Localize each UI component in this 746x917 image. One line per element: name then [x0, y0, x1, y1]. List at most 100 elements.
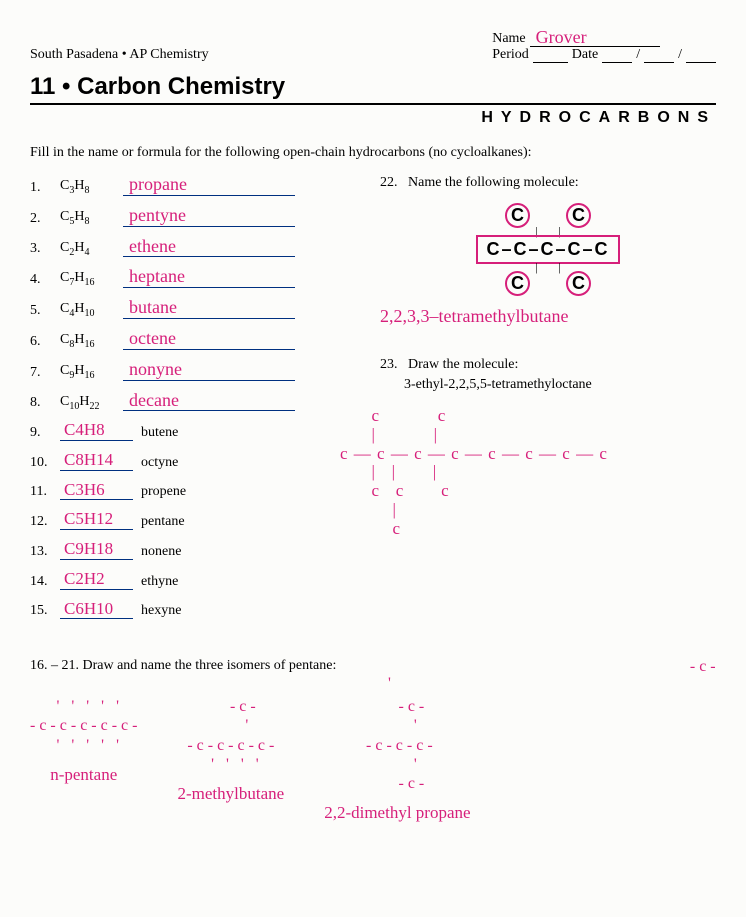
answer-formula: C8H14	[60, 451, 133, 471]
q-num: 4.	[30, 272, 52, 288]
q-formula: C8H16	[60, 332, 115, 350]
isomer-structure: - c - ' - c - c - c - ' - c -	[324, 697, 470, 793]
q23-prompt-text: Draw the molecule:	[408, 357, 518, 372]
isomers-top-hint: - c - '	[380, 658, 716, 692]
period-label: Period	[492, 47, 529, 63]
q22-num: 22.	[380, 175, 398, 190]
date-d	[644, 62, 674, 63]
q-formula: C9H16	[60, 363, 115, 381]
question-row: 10.C8H14octyne	[30, 451, 350, 471]
date-sep1: /	[636, 47, 640, 63]
q22-prompt: Name the following molecule:	[408, 175, 579, 190]
answer-formula: C9H18	[60, 540, 133, 560]
question-row: 5. C4H10 butane	[30, 298, 350, 319]
subtitle: HYDROCARBONS	[30, 109, 716, 127]
isomer-structure: - c - ' - c - c - c - c - ' ' ' '	[177, 697, 284, 774]
question-row: 9. C4H8 butene	[30, 421, 350, 441]
isomer-label: 2-methylbutane	[177, 784, 284, 804]
name-date-block: Name Grover Period Date / /	[492, 25, 716, 63]
q-formula: C5H8	[60, 209, 115, 227]
q-formula: C4H10	[60, 301, 115, 319]
question-row: 6. C8H16 octene	[30, 329, 350, 350]
q22-top-bonds: | |	[448, 228, 648, 235]
isomer-block: ' ' ' ' ' - c - c - c - c - c - ' ' ' ' …	[30, 697, 137, 823]
q-num: 8.	[30, 395, 52, 411]
question-row: 7. C9H16 nonyne	[30, 360, 350, 381]
answer-name: nonyne	[123, 360, 295, 381]
q-given-name: butene	[141, 425, 211, 441]
q-num: 5.	[30, 303, 52, 319]
q-num: 1.	[30, 180, 52, 196]
q23-drawing: c c | | c — c — c — c — c — c — c — c | …	[340, 407, 716, 538]
question-row: 12. C5H12 pentane	[30, 510, 350, 530]
q22-top-c2: C	[566, 203, 591, 228]
left-column: 1.C3H8propane2.C5H8pentyne3.C2H4ethene4.…	[30, 175, 350, 629]
q-num: 14.	[30, 574, 52, 590]
isomers-header-text: 16. – 21. Draw and name the three isomer…	[30, 658, 336, 673]
answer-name: pentyne	[123, 206, 295, 227]
answer-formula: C2H2	[60, 570, 133, 590]
q23-compound: 3-ethyl-2,2,5,5-tetramethyloctane	[404, 377, 716, 393]
answer-name: heptane	[123, 267, 295, 288]
header-row: South Pasadena • AP Chemistry Name Grove…	[30, 25, 716, 63]
period-field	[533, 62, 568, 63]
question-row: 8. C10H22 decane	[30, 391, 350, 412]
date-y	[686, 62, 716, 63]
date-label: Date	[572, 47, 598, 63]
q-given-name: pentane	[141, 514, 211, 530]
q-formula: C3H8	[60, 178, 115, 196]
question-row: 1. C3H8 propane	[30, 175, 350, 196]
isomers-header: 16. – 21. Draw and name the three isomer…	[30, 657, 716, 691]
isomer-label: 2,2-dimethyl propane	[324, 803, 470, 823]
name-label: Name	[492, 31, 525, 47]
title-rule	[30, 103, 716, 105]
q-num: 9.	[30, 425, 52, 441]
isomer-structure: ' ' ' ' ' - c - c - c - c - c - ' ' ' ' …	[30, 697, 137, 755]
q-given-name: octyne	[141, 455, 211, 471]
answer-formula: C5H12	[60, 510, 133, 530]
answer-formula: C3H6	[60, 481, 133, 501]
answer-name: propane	[123, 175, 295, 196]
q23: 23. Draw the molecule:	[380, 357, 716, 373]
q-num: 7.	[30, 365, 52, 381]
isomer-block: - c - ' - c - c - c - c - ' ' ' ' 2-methy…	[177, 697, 284, 823]
chapter-title: 11 • Carbon Chemistry	[30, 73, 716, 101]
q-given-name: nonene	[141, 544, 211, 560]
isomer-block: - c - ' - c - c - c - ' - c - 2,2-dimethy…	[324, 697, 470, 823]
q22-bot-c2: C	[566, 271, 591, 296]
answer-name: octene	[123, 329, 295, 350]
q23-num: 23.	[380, 357, 398, 372]
name-field: Grover	[530, 25, 660, 47]
q-formula: C10H22	[60, 394, 115, 412]
answer-name: butane	[123, 298, 295, 319]
q22-bot-c1: C	[505, 271, 530, 296]
question-row: 2. C5H8 pentyne	[30, 206, 350, 227]
q-num: 15.	[30, 603, 52, 619]
q-formula: C7H16	[60, 270, 115, 288]
main-columns: 1.C3H8propane2.C5H8pentyne3.C2H4ethene4.…	[30, 175, 716, 629]
date-m	[602, 62, 632, 63]
question-row: 11. C3H6 propene	[30, 481, 350, 501]
instructions: Fill in the name or formula for the foll…	[30, 145, 716, 161]
isomers-row: ' ' ' ' ' - c - c - c - c - c - ' ' ' ' …	[30, 697, 716, 823]
q-given-name: propene	[141, 484, 211, 500]
question-row: 4. C7H16 heptane	[30, 267, 350, 288]
q-num: 11.	[30, 484, 52, 500]
q-num: 6.	[30, 334, 52, 350]
right-column: 22. Name the following molecule: C C | |…	[380, 175, 716, 629]
q22: 22. Name the following molecule: C C | |…	[380, 175, 716, 327]
answer-formula: C4H8	[60, 421, 133, 441]
q-given-name: hexyne	[141, 603, 211, 619]
q-num: 3.	[30, 241, 52, 257]
question-row: 15.C6H10hexyne	[30, 600, 350, 620]
q-given-name: ethyne	[141, 574, 211, 590]
q-formula: C2H4	[60, 240, 115, 258]
q-num: 12.	[30, 514, 52, 530]
date-sep2: /	[678, 47, 682, 63]
q-num: 2.	[30, 211, 52, 227]
answer-name: decane	[123, 391, 295, 412]
question-row: 13.C9H18nonene	[30, 540, 350, 560]
q22-answer: 2,2,3,3–tetramethylbutane	[380, 306, 716, 327]
question-row: 3.C2H4ethene	[30, 237, 350, 258]
q22-molecule-diagram: C C | | C–C–C–C–C | | C C	[448, 203, 648, 296]
